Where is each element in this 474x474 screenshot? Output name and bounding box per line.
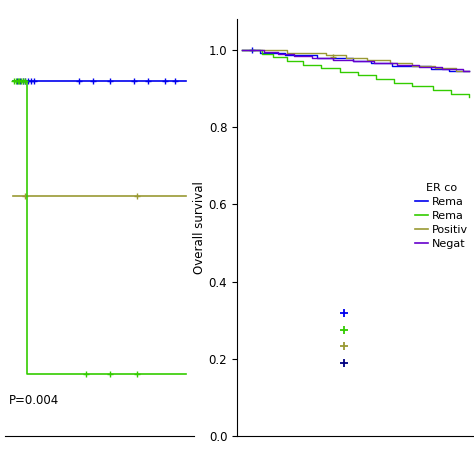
- Text: P=0.004: P=0.004: [9, 394, 59, 407]
- Legend: Rema, Rema, Positiv, Negat: Rema, Rema, Positiv, Negat: [415, 183, 468, 248]
- Y-axis label: Overall survival: Overall survival: [193, 181, 206, 274]
